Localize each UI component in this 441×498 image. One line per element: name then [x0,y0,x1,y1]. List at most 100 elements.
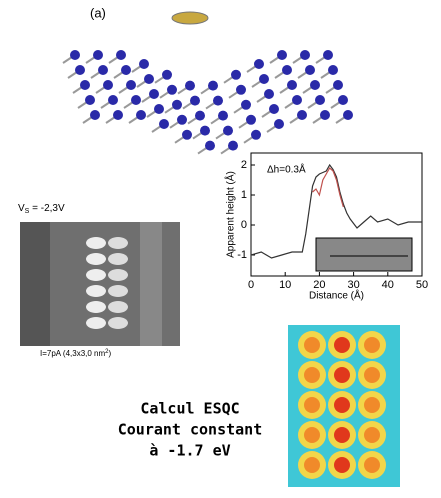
atom [126,80,136,90]
esqc-blob [334,457,350,473]
atom [274,119,284,129]
atom [287,80,297,90]
atom [208,81,218,91]
atom [70,50,80,60]
x-tick-label: 20 [313,279,325,291]
atom [185,81,195,91]
x-tick-label: 10 [279,279,291,291]
esqc-blob [334,427,350,443]
atom [136,110,146,120]
stm-stripe [20,222,50,346]
atom [310,80,320,90]
atom [144,74,154,84]
stm-blob [108,269,128,281]
atom [241,100,251,110]
stm-blob [86,317,106,329]
atom [343,110,353,120]
figure-label: (a) [90,5,106,20]
atom [323,50,333,60]
atom [103,80,113,90]
esqc-blob [334,337,350,353]
atom [190,96,200,106]
x-tick-label: 50 [416,279,428,291]
stm-blob [86,301,106,313]
atom [300,50,310,60]
molecule [172,12,208,24]
stm-blob [86,285,106,297]
atom [85,95,95,105]
atom [333,80,343,90]
calc-line: à -1.7 eV [149,442,230,460]
atom [277,50,287,60]
atom [172,100,182,110]
esqc-blob [364,367,380,383]
annotation: Δh=0.3Å [267,163,306,176]
stm-blob [108,285,128,297]
esqc-blob [304,457,320,473]
caption-main: I=7pA (4,3x3,0 nm [40,349,105,358]
atom [139,59,149,69]
atom [90,110,100,120]
atom [251,130,261,140]
y-tick-label: 0 [241,219,247,231]
atom [75,65,85,75]
stm-blob [108,301,128,313]
esqc-blob [334,367,350,383]
atom [93,50,103,60]
atom [149,89,159,99]
x-tick-label: 30 [347,279,359,291]
atom [213,96,223,106]
esqc-blob [364,427,380,443]
atom [154,104,164,114]
atom [177,115,187,125]
esqc-image [288,325,400,487]
atom [182,130,192,140]
atom [231,70,241,80]
stm-blob [86,269,106,281]
esqc-blob [304,337,320,353]
y-tick-label: -1 [237,249,247,261]
atom [113,110,123,120]
figure: (a) VS = -2,3V I=7pA (4,3x3,0 nm2) Calcu… [0,0,441,493]
atom [254,59,264,69]
stm-blob [108,237,128,249]
atom [80,80,90,90]
atom [282,65,292,75]
esqc-blob [334,397,350,413]
atom [167,85,177,95]
atom [205,141,215,151]
atom [218,111,228,121]
atom [98,65,108,75]
atom [108,95,118,105]
y-tick-label: 2 [241,159,247,171]
x-tick-label: 40 [382,279,394,291]
stm-blob [108,253,128,265]
atom [195,111,205,121]
atom [116,50,126,60]
atom [121,65,131,75]
atom [236,85,246,95]
y-tick-label: 1 [241,189,247,201]
atom [162,70,172,80]
atom [264,89,274,99]
atom [315,95,325,105]
esqc-blob [364,457,380,473]
y-axis-label: Apparent height (Å) [224,171,237,258]
x-axis-label: Distance (Å) [309,289,364,302]
atom [292,95,302,105]
stm-stripe [140,222,162,346]
atom [131,95,141,105]
esqc-blob [304,397,320,413]
caption-end: ) [109,349,112,358]
x-tick-label: 0 [248,279,254,291]
bias-rest: = -2,3V [29,203,65,214]
stm-blob [86,253,106,265]
atom [159,119,169,129]
esqc-blob [304,427,320,443]
atom [246,115,256,125]
atom [259,74,269,84]
stm-caption: I=7pA (4,3x3,0 nm2) [40,349,112,359]
calc-line: Calcul ESQC [140,400,239,418]
inset-image [316,238,412,271]
stm-blob [86,237,106,249]
